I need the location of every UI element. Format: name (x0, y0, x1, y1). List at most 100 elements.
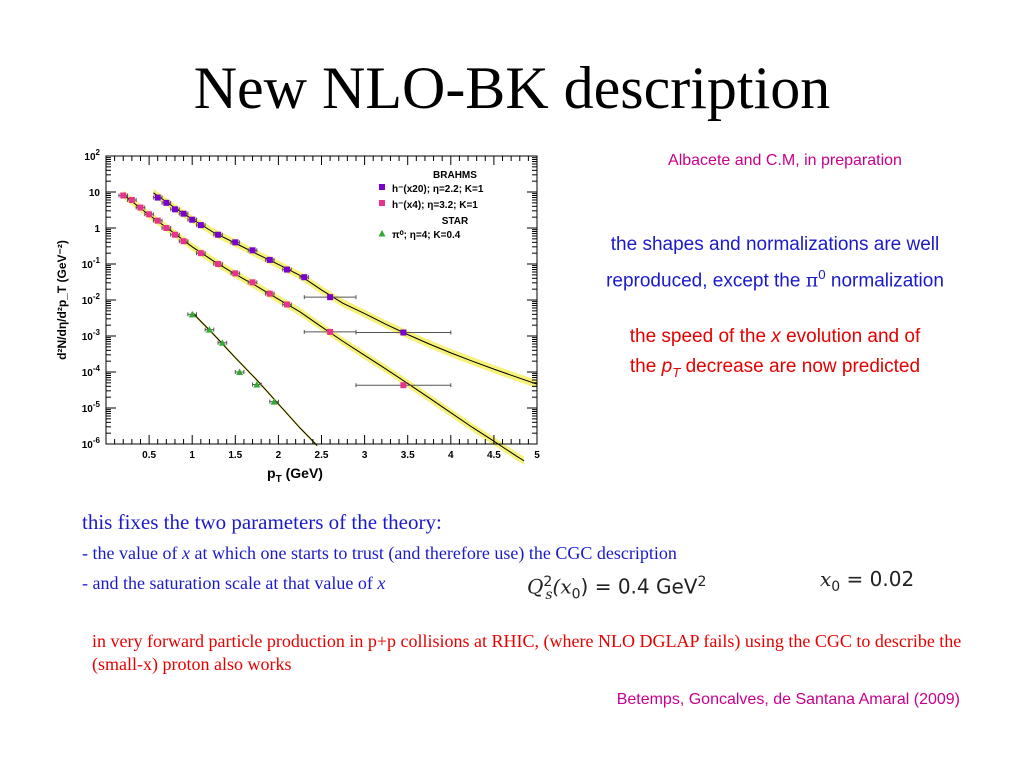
y-axis-title: d²N/dη/d²p_T (GeV⁻²) (55, 240, 69, 360)
data-point (218, 339, 226, 346)
data-point (266, 290, 273, 297)
spectra-chart: BRAHMS h⁻(x20); η=2.2; K=1 h⁻(x4); η=3.2; … (40, 148, 560, 500)
data-point (327, 294, 334, 301)
formula1-q: Q (527, 574, 544, 599)
theory-band (153, 188, 537, 389)
x-tick-label: 1.5 (228, 450, 242, 461)
theory-curve (191, 312, 318, 446)
data-point (197, 250, 204, 257)
data-point (232, 239, 239, 246)
data-point (137, 204, 144, 211)
y-tick-label: 10-3 (82, 328, 101, 343)
x-tick-label: 4.5 (487, 450, 501, 461)
y-tick-label: 10-1 (82, 256, 101, 271)
data-point (284, 301, 291, 308)
theory-curves (122, 192, 538, 462)
formula1-arg-close: ) (580, 574, 589, 599)
y-tick-label: 10 (89, 188, 101, 199)
formula2-sub: 0 (831, 579, 841, 595)
credit-albacete: Albacete and C.M, in preparation (668, 152, 902, 169)
data-point (154, 217, 161, 224)
x-tick-label: 1 (189, 450, 195, 461)
formula2-rhs: = 0.02 (840, 567, 915, 591)
data-point (266, 256, 273, 263)
data-point (301, 274, 308, 281)
item-saturation-scale: - and the saturation scale at that value… (82, 573, 385, 594)
data-point (270, 398, 278, 405)
y-tick-label: 10-4 (82, 364, 101, 379)
speed-line-1-post: evolution and of (780, 326, 921, 347)
x-tick-label: 4 (448, 450, 454, 461)
y-tick-label: 10-5 (82, 400, 101, 415)
data-point (188, 310, 196, 318)
data-point (180, 210, 187, 217)
data-point (327, 328, 334, 335)
formula2-x: x (820, 567, 832, 591)
data-point (236, 368, 244, 375)
data-point (232, 270, 239, 277)
y-tick-label: 102 (84, 148, 100, 163)
data-point (205, 326, 213, 333)
speed-p-subscript: T (672, 364, 681, 380)
data-point (163, 199, 170, 206)
shapes-statement: the shapes and normalizations are well r… (560, 230, 990, 296)
shapes-line-1: the shapes and normalizations are well (610, 234, 940, 255)
item1-x: x (181, 543, 190, 563)
data-point (249, 247, 256, 254)
forward-production-statement: in very forward particle production in p… (92, 631, 962, 674)
formula1-rhs: = 0.4 GeV (588, 574, 698, 599)
formula-x0: x0 = 0.02 (820, 567, 914, 595)
legend-marker (378, 230, 386, 237)
speed-line-1-pre: the speed of the (629, 326, 772, 347)
y-tick-label: 10-6 (82, 436, 101, 451)
item2-x: x (377, 573, 386, 593)
item-x-value: - the value of x at which one starts to … (82, 543, 677, 564)
chart-axes (105, 155, 538, 445)
pi-symbol: π (805, 269, 819, 292)
speed-line-1: the speed of the x evolution and of (565, 322, 985, 352)
legend-label: h⁻(x20); η=2.2; K=1 (392, 184, 484, 195)
data-point (400, 382, 407, 389)
data-point (171, 206, 178, 213)
theory-curve (153, 192, 538, 385)
data-point (163, 225, 170, 231)
data-point (146, 211, 153, 218)
data-point (400, 329, 407, 336)
pi-superscript: 0 (818, 267, 826, 282)
item1-post: at which one starts to trust (and theref… (189, 543, 677, 563)
data-point (284, 266, 291, 273)
speed-p-symbol: p (661, 356, 673, 377)
legend-marker (379, 200, 385, 206)
shapes-line-2: reproduced, except the π0 normalization (560, 260, 990, 296)
legend-header: BRAHMS (433, 170, 477, 181)
data-point (171, 231, 178, 238)
x-tick-label: 3 (362, 450, 368, 461)
formula-saturation-scale: Q2s(x0) = 0.4 GeV2 (527, 574, 706, 603)
data-point (215, 261, 222, 267)
data-point (249, 279, 256, 286)
formula1-rhs-sup: 2 (697, 574, 707, 590)
speed-line-2: the pT decrease are now predicted (565, 352, 985, 388)
slide-title: New NLO-BK description (193, 55, 831, 121)
x-tick-label: 0.5 (142, 450, 156, 461)
x-tick-label: 2 (276, 450, 282, 461)
fixes-statement: this fixes the two parameters of the the… (82, 510, 442, 534)
legend-label: h⁻(x4); η=3.2; K=1 (392, 200, 478, 211)
data-point (180, 238, 187, 245)
shapes-line-2-pre: reproduced, except the (606, 270, 806, 292)
data-point (128, 196, 135, 203)
y-tick-label: 10-2 (82, 292, 101, 307)
data-points (120, 192, 407, 405)
legend-label: π⁰; η=4; K=0.4 (392, 230, 461, 241)
speed-statement: the speed of the x evolution and of the … (565, 322, 985, 388)
item2-pre: - and the saturation scale at that value… (82, 573, 378, 593)
credit-betemps: Betemps, Goncalves, de Santana Amaral (2… (616, 691, 960, 708)
speed-line-2-pre: the (629, 356, 662, 377)
chart-legend: BRAHMS h⁻(x20); η=2.2; K=1 h⁻(x4); η=3.2; … (378, 170, 484, 241)
data-point (189, 216, 196, 223)
data-point (215, 231, 222, 238)
x-tick-label: 3.5 (401, 450, 415, 461)
data-point (120, 192, 127, 199)
data-point (154, 194, 161, 201)
y-tick-label: 1 (94, 224, 100, 235)
